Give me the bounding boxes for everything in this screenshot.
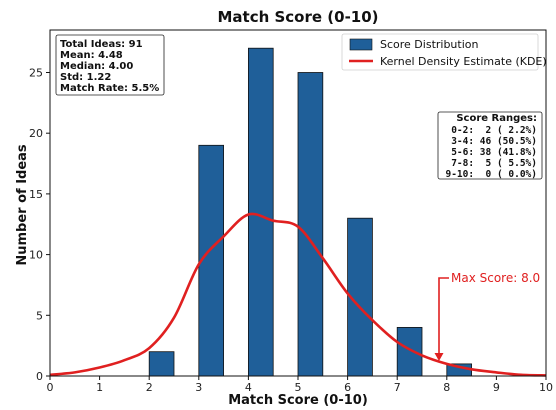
legend: Score Distribution Kernel Density Estima… — [341, 33, 547, 71]
x-tick-label: 7 — [394, 381, 401, 394]
ranges-line: 9-10: 0 ( 0.0%) — [445, 169, 537, 180]
y-tick-label: 15 — [29, 188, 43, 201]
x-tick-label: 9 — [493, 381, 500, 394]
legend-label-bar: Score Distribution — [380, 38, 479, 51]
legend-swatch-bar — [349, 38, 373, 51]
x-tick-label: 0 — [47, 381, 54, 394]
max-score-annotation: Max Score: 8.0 — [434, 271, 540, 361]
x-tick-label: 4 — [245, 381, 252, 394]
x-tick-label: 3 — [195, 381, 202, 394]
bar — [148, 351, 175, 377]
annotation-arrow-head — [434, 353, 444, 361]
ranges-line: 7-8: 5 ( 5.5%) — [451, 158, 537, 169]
x-tick-label: 6 — [344, 381, 351, 394]
chart-title: Match Score (0-10) — [217, 8, 378, 26]
bars-layer — [148, 47, 472, 377]
kde-line — [49, 212, 547, 377]
bar — [396, 326, 423, 377]
ranges-line: 3-4: 46 (50.5%) — [451, 136, 537, 147]
bar — [198, 144, 225, 377]
x-tick-label: 10 — [539, 381, 553, 394]
stats-line: Match Rate: 5.5% — [60, 83, 159, 94]
x-axis-label: Match Score (0-10) — [228, 393, 368, 408]
x-tick-label: 2 — [146, 381, 153, 394]
x-tick-label: 5 — [295, 381, 302, 394]
bar — [297, 72, 324, 377]
ranges-box: Score Ranges:0-2: 2 ( 2.2%)3-4: 46 (50.5… — [437, 111, 543, 180]
ranges-title: Score Ranges: — [456, 113, 537, 124]
bar — [247, 47, 274, 377]
y-tick-label: 10 — [29, 249, 43, 262]
ranges-line: 5-6: 38 (41.8%) — [451, 147, 537, 158]
stats-line: Std: 1.22 — [60, 72, 111, 83]
y-tick-label: 0 — [36, 370, 43, 383]
y-axis-label: Number of Ideas — [15, 144, 30, 266]
x-tick-label: 8 — [443, 381, 450, 394]
annotation-label: Max Score: 8.0 — [451, 271, 540, 285]
x-tick-label: 1 — [96, 381, 103, 394]
y-tick-label: 25 — [29, 66, 43, 79]
ticks-layer: 0 1 2 3 4 5 6 7 8 9 10 0 5 10 15 20 25 — [29, 66, 553, 394]
stats-line: Total Ideas: 91 — [60, 39, 143, 50]
ranges-line: 0-2: 2 ( 2.2%) — [451, 125, 537, 136]
y-tick-label: 5 — [36, 309, 43, 322]
kde-layer — [49, 212, 547, 377]
legend-label-line: Kernel Density Estimate (KDE) — [380, 55, 547, 68]
annotation-arrow-line — [438, 277, 449, 355]
y-tick-label: 20 — [29, 127, 43, 140]
stats-line: Mean: 4.48 — [60, 50, 123, 61]
stats-line: Median: 4.00 — [60, 61, 133, 72]
